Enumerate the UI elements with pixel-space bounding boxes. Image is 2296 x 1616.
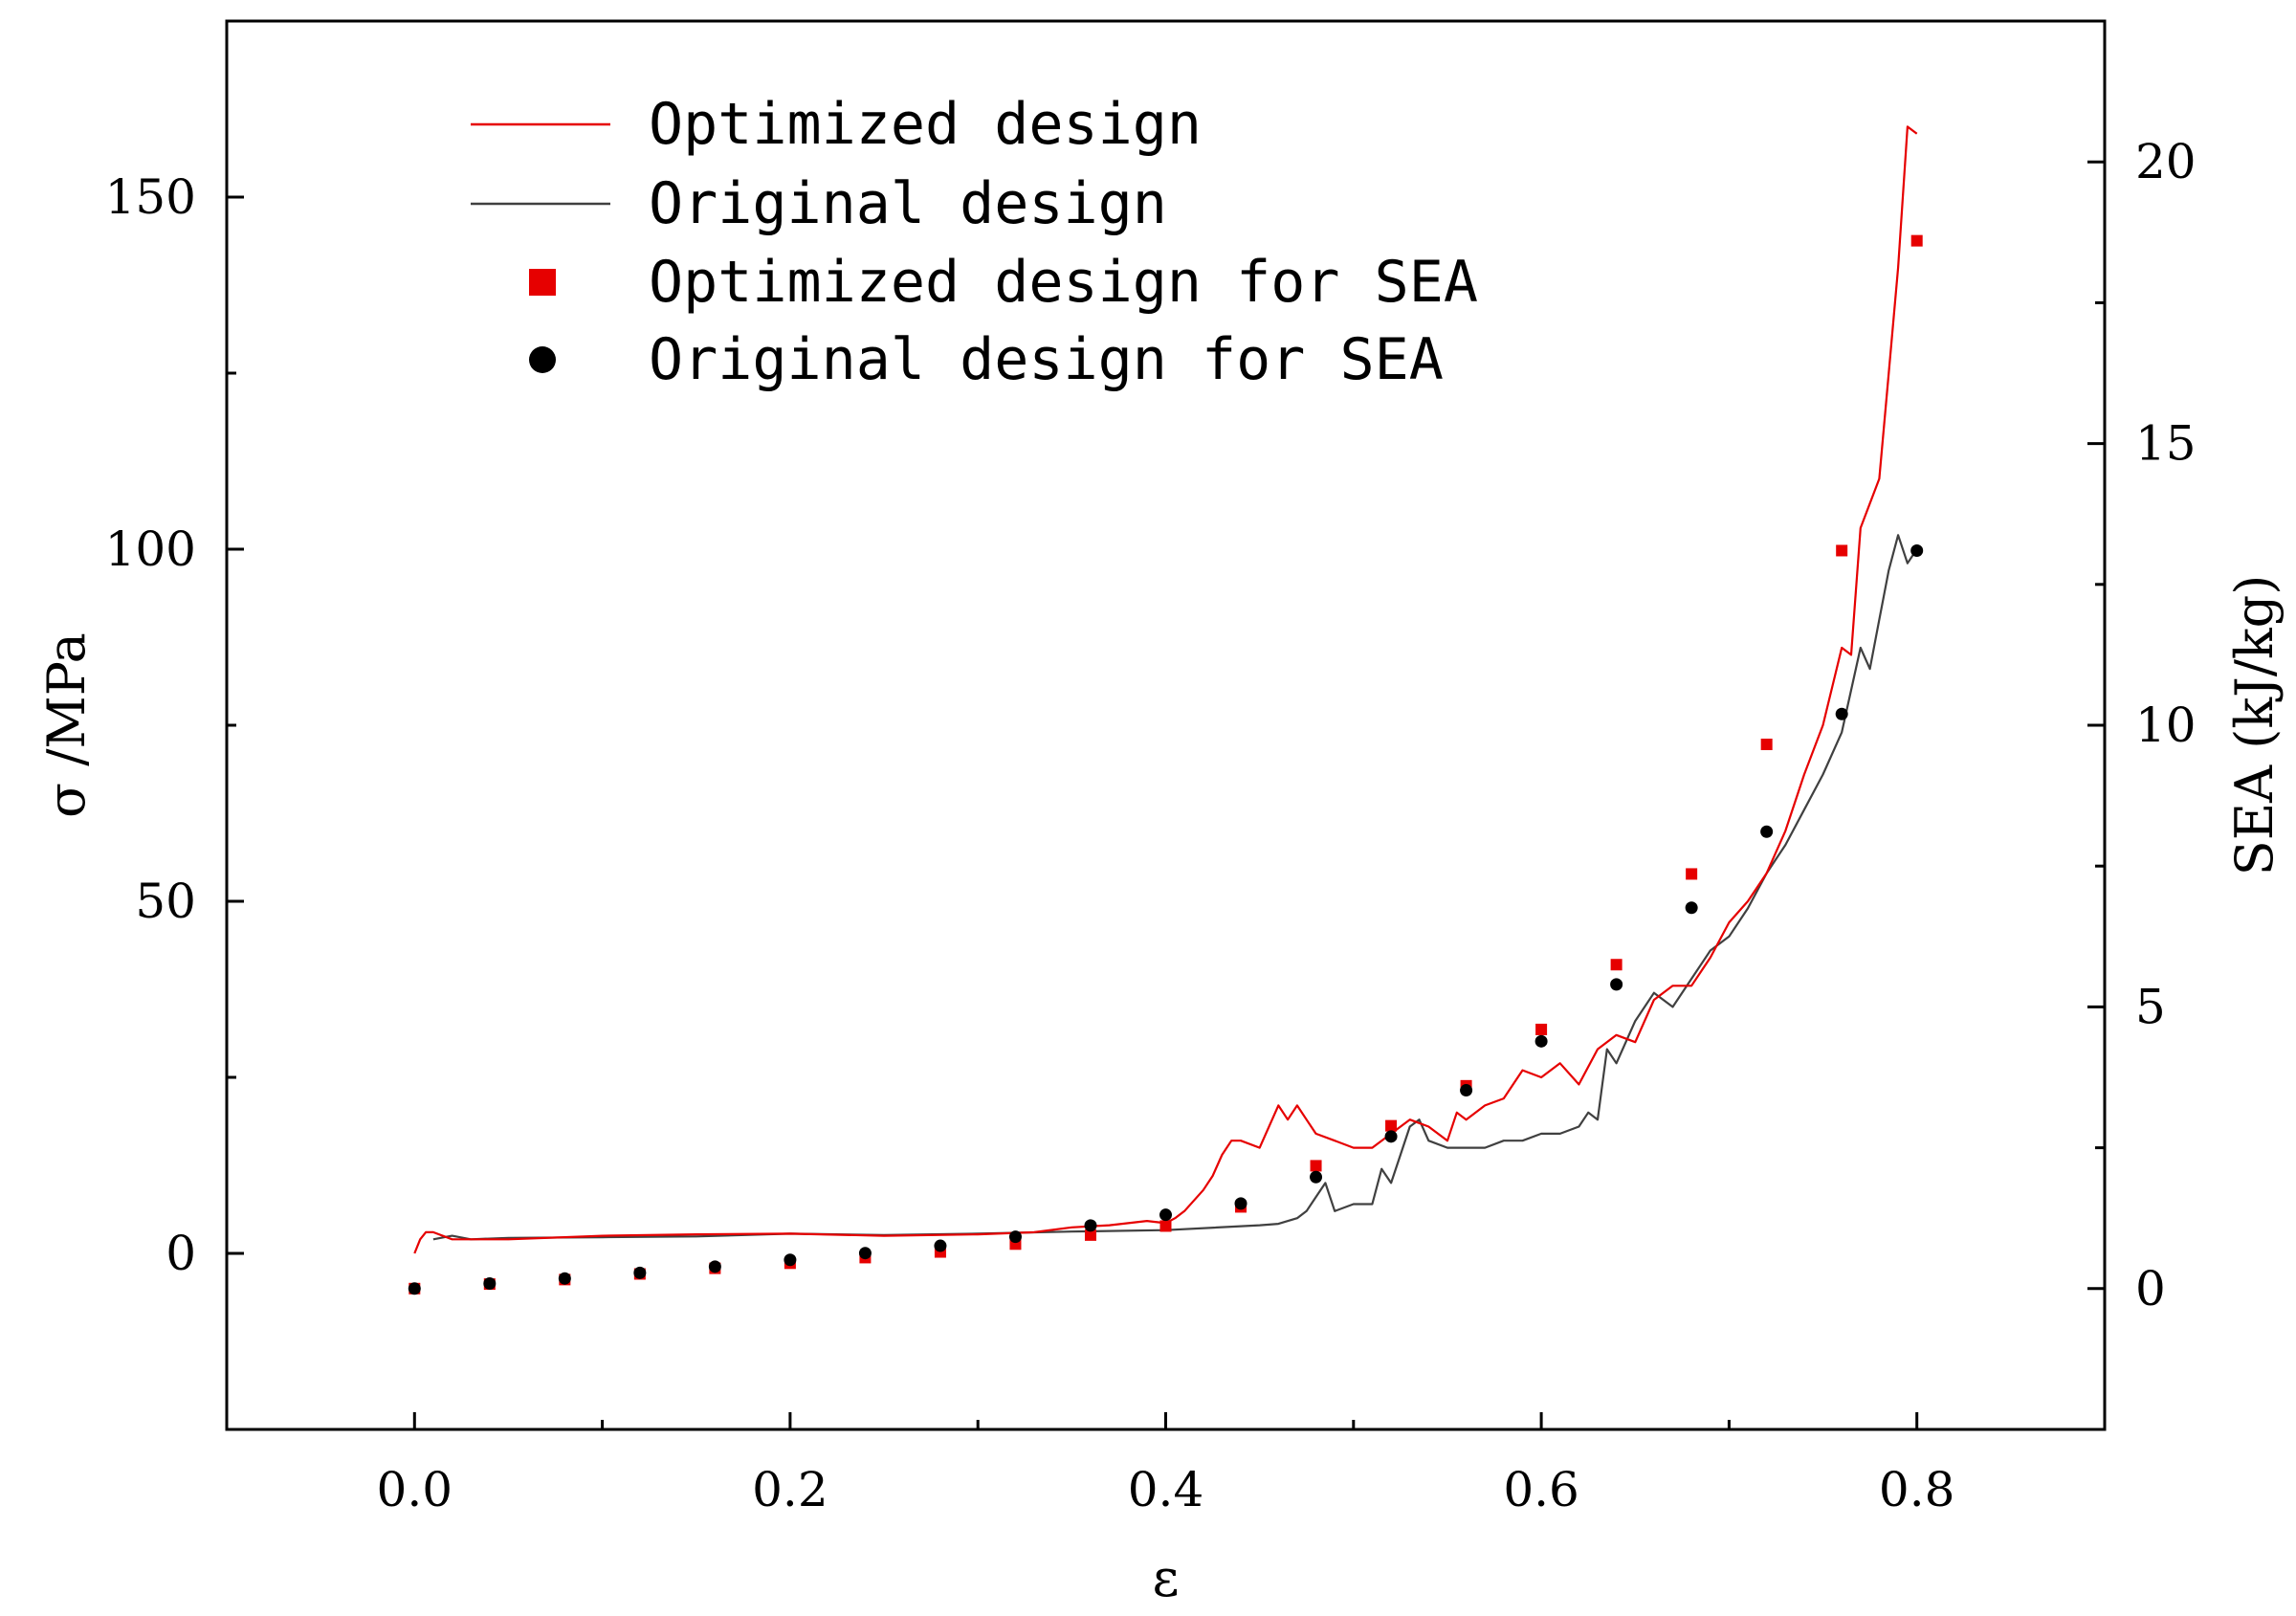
original-sea-point [1008, 1230, 1022, 1244]
original-sea-point [1835, 707, 1848, 720]
y2-axis-title: SEA (kJ/kg) [2224, 575, 2285, 876]
original-sea-point [633, 1266, 647, 1279]
axis-ticks: 0.0 0.2 0.4 0.6 0.8 0 50 100 150 0 5 10 15 20 [105, 19, 2197, 1517]
y2-tick-label: 10 [2135, 697, 2197, 753]
optimized-sea-point [1760, 739, 1773, 751]
legend-original-design-label: Original design [649, 170, 1167, 237]
original-sea-point [934, 1239, 947, 1252]
series-layer [408, 125, 1924, 1295]
y2-tick-label: 15 [2135, 416, 2197, 472]
optimized-sea-point [1535, 1023, 1548, 1035]
x-tick-label: 0.0 [377, 1462, 453, 1517]
y-tick-label: 150 [105, 169, 196, 225]
x-axis-title: ε [1153, 1548, 1180, 1608]
x-tick-label: 0.6 [1503, 1462, 1579, 1517]
original-sea-point [858, 1247, 872, 1260]
x-tick-label: 0.4 [1128, 1462, 1204, 1517]
legend-optimized-design-label: Optimized design [649, 91, 1202, 158]
optimized-sea-point [1310, 1160, 1322, 1172]
original-sea-point [1234, 1197, 1247, 1210]
optimized-sea-point [1686, 868, 1698, 880]
optimized-sea-point [1385, 1119, 1398, 1132]
original-sea-point [483, 1277, 497, 1291]
y2-tick-label: 0 [2135, 1261, 2166, 1317]
original-sea-point [1534, 1034, 1548, 1048]
original-sea-point [1084, 1219, 1097, 1232]
legend-original-sea-marker [529, 346, 556, 373]
y2-tick-label: 20 [2135, 134, 2197, 189]
legend-optimized-sea-label: Optimized design for SEA [649, 249, 1478, 316]
original-sea-point [1910, 543, 1924, 557]
optimized-sea-point [1084, 1229, 1096, 1241]
original-sea-point [784, 1253, 797, 1267]
x-tick-label: 0.8 [1879, 1462, 1955, 1517]
legend-original-sea-label: Original design for SEA [649, 326, 1444, 393]
original-sea-point [408, 1282, 421, 1295]
original-design-line [432, 534, 1918, 1241]
legend: Optimized design Original design Optimiz… [471, 91, 1478, 393]
optimized-design-line [413, 125, 1918, 1254]
legend-optimized-sea-marker [529, 269, 556, 296]
original-sea-point [1610, 978, 1623, 991]
optimized-sea-point [1610, 959, 1623, 971]
original-sea-point [1159, 1208, 1172, 1222]
original-sea-point [1460, 1084, 1473, 1097]
original-sea-point [1760, 825, 1774, 838]
original-sea-point [558, 1272, 571, 1285]
optimized-sea-point [1910, 234, 1923, 247]
original-sea-point [1685, 901, 1698, 915]
original-sea-point [1384, 1130, 1398, 1143]
optimized-sea-point [1159, 1220, 1172, 1232]
y-tick-label: 0 [166, 1226, 196, 1281]
y2-tick-label: 5 [2135, 979, 2166, 1034]
x-tick-label: 0.2 [752, 1462, 828, 1517]
optimized-sea-point [1836, 544, 1848, 557]
original-sea-point [708, 1260, 721, 1273]
y-axis-title: σ /MPa [36, 632, 97, 818]
y-tick-label: 100 [105, 521, 196, 577]
y-tick-label: 50 [135, 874, 196, 929]
original-sea-point [1310, 1170, 1323, 1184]
